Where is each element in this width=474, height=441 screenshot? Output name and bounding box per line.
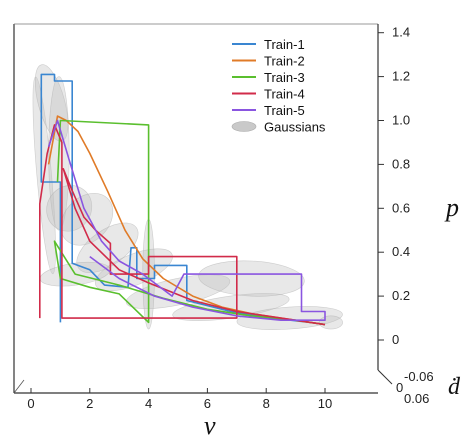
legend-label: Train-3 — [264, 70, 305, 85]
plot-box-frame — [13, 23, 393, 394]
series-line-train-5 — [47, 119, 326, 321]
legend-label: Train-1 — [264, 37, 305, 52]
series-line-train-4 — [39, 124, 326, 326]
x-tick-label: 4 — [145, 396, 152, 411]
y-tick-label: 1.2 — [392, 69, 410, 84]
x-axis-title: v — [204, 411, 216, 440]
legend-label: Train-2 — [264, 54, 305, 69]
x-tick-label: 10 — [318, 396, 332, 411]
gaussian-ellipse-7 — [125, 274, 231, 309]
legend-label: Train-4 — [264, 87, 305, 102]
y-axis-title: p — [444, 193, 459, 222]
gaussian-ellipse-13 — [198, 260, 305, 297]
legend-gaussian-swatch — [231, 121, 257, 132]
x-tick-label: 8 — [263, 396, 270, 411]
box-depth-bottom-edge — [13, 379, 25, 394]
y-tick-label: 0 — [392, 332, 399, 347]
y-tick-label: 0.6 — [392, 200, 410, 215]
legend-label: Gaussians — [264, 120, 326, 135]
x-axis-ticks: 0 2 4 6 8 10 — [27, 388, 332, 411]
z-tick-label: 0.06 — [404, 391, 429, 406]
y-tick-label: 1.0 — [392, 113, 410, 128]
z-tick-label: -0.06 — [404, 369, 434, 384]
y-tick-label: 0.8 — [392, 156, 410, 171]
y-tick-label: 0.2 — [392, 288, 410, 303]
z-axis-title: ḋ — [448, 374, 461, 400]
gaussian-ellipse-10 — [318, 315, 343, 330]
box-depth-edge — [377, 369, 393, 385]
train-series — [39, 73, 326, 326]
y-tick-label: 0.4 — [392, 244, 410, 259]
z-tick-label: 0 — [396, 380, 403, 395]
x-tick-label: 2 — [86, 396, 93, 411]
legend-label: Train-5 — [264, 103, 305, 118]
y-tick-label: 1.4 — [392, 25, 410, 40]
y-axis-ticks: 0 0.2 0.4 0.6 0.8 1.0 1.2 1.4 — [378, 25, 410, 347]
x-tick-label: 0 — [27, 396, 34, 411]
x-tick-label: 6 — [204, 396, 211, 411]
